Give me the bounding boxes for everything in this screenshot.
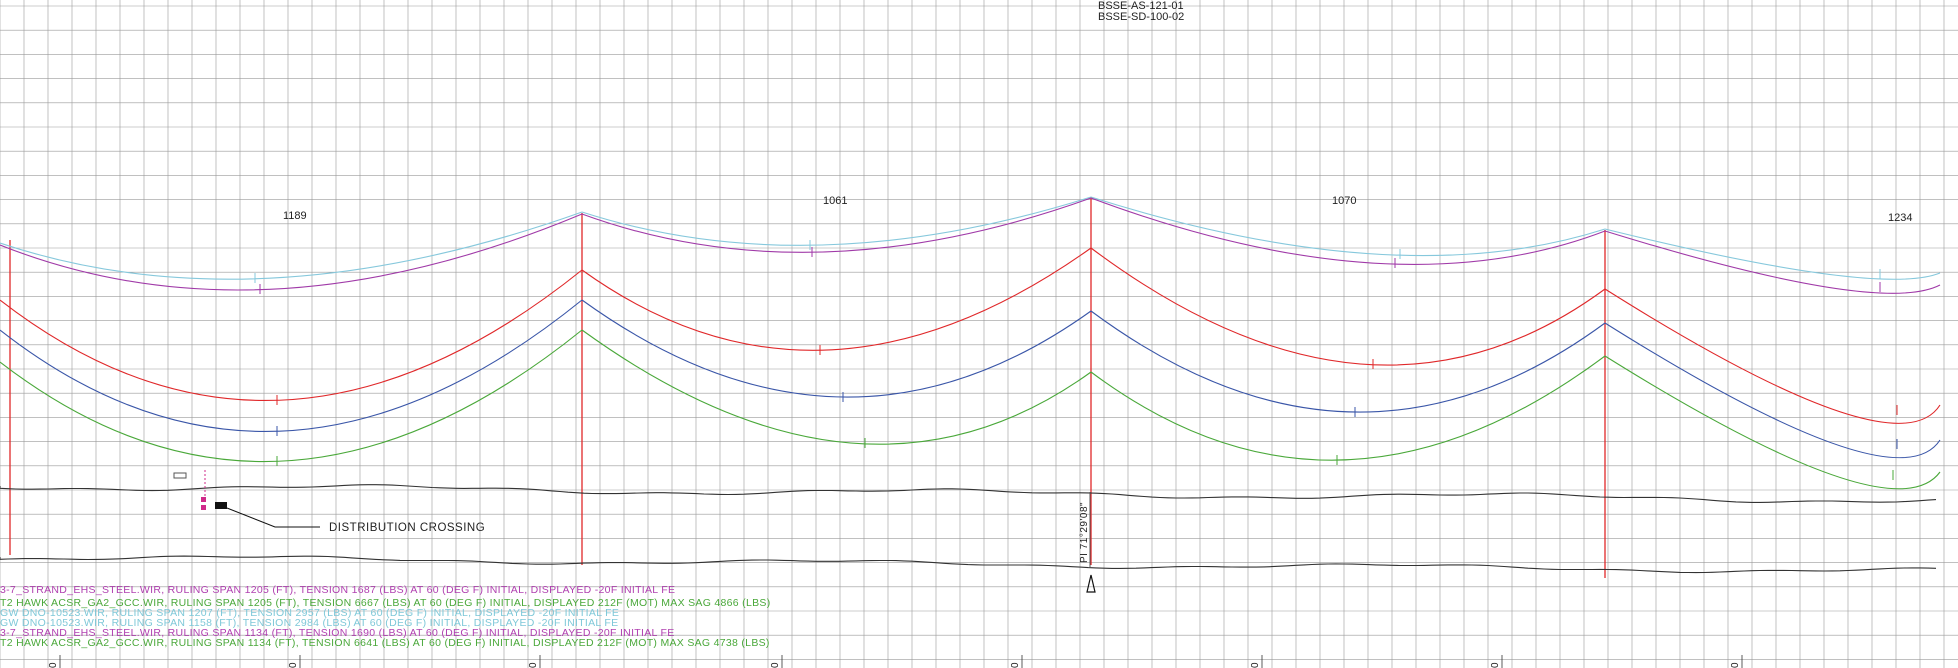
green-wire-span-1 [0, 329, 583, 462]
magenta-wire-span-2 [581, 197, 1092, 253]
station-tick-label: 0 [1010, 662, 1021, 668]
blue-wire-span-1 [0, 299, 583, 432]
span-label-1: 1189 [283, 210, 307, 222]
station-tick-label: 0 [1250, 662, 1261, 668]
ground-profiles [0, 484, 1937, 574]
station-tick-label: 0 [288, 662, 299, 668]
legend-line-6: T2 HAWK ACSR_GA2_GCC.WIR, RULING SPAN 11… [0, 637, 770, 649]
red-wire-span-3 [1090, 247, 1606, 366]
legend-line-5: 3-7_STRAND_EHS_STEEL.WIR, RULING SPAN 11… [0, 627, 675, 639]
magenta-wire-span-1 [0, 213, 583, 291]
structure-poles [9, 197, 1606, 578]
distribution-crossing-label: DISTRIBUTION CROSSING [329, 522, 485, 534]
cyan-wire-span-2 [581, 196, 1092, 246]
legend-line-1: 3-7_STRAND_EHS_STEEL.WIR, RULING SPAN 12… [0, 584, 675, 596]
red-wire-span-1 [0, 269, 583, 401]
station-tick-label: 0 [1730, 662, 1741, 668]
green-wire-span-3 [1090, 355, 1606, 461]
span-label-2: 1061 [823, 195, 847, 207]
station-tick-label: 0 [1490, 662, 1501, 668]
station-ticks: 0 0 0 0 0 0 0 0 [48, 655, 1743, 668]
ground-profile-upper [0, 484, 1937, 503]
legend-line-3: GW DNO-10523.WIR, RULING SPAN 1207 (FT),… [0, 607, 619, 619]
station-tick-label: 0 [48, 662, 59, 668]
ground-profile-lower [0, 555, 1937, 574]
station-tick-label: 0 [528, 662, 539, 668]
pi-angle-label: PI 71°29'08" [1079, 502, 1090, 563]
pi-marker [1086, 492, 1096, 593]
green-wire-span-4 [1604, 355, 1941, 490]
red-wire-span-2 [581, 247, 1092, 351]
station-tick-label: 0 [770, 662, 781, 668]
distribution-crossing-marker [173, 470, 320, 528]
reference-sheet-1: BSSE-AS-121-01 [1098, 0, 1184, 12]
span-label-4: 1234 [1888, 212, 1912, 224]
red-wire-span-4 [1604, 288, 1941, 424]
blue-wire-span-3 [1090, 310, 1606, 413]
reference-sheet-2: BSSE-SD-100-02 [1098, 11, 1184, 23]
cyan-wire-span-3 [1090, 196, 1606, 257]
magenta-wire-span-4 [1604, 230, 1941, 294]
cyan-wire-span-4 [1604, 228, 1941, 280]
blue-wire-span-2 [581, 299, 1092, 398]
legend-line-4: GW DNO-10523.WIR, RULING SPAN 1158 (FT),… [0, 617, 618, 629]
magenta-wire-span-3 [1090, 197, 1606, 265]
cyan-wire-span-1 [0, 211, 583, 280]
wire-sag-curves [0, 196, 1941, 490]
blue-wire-span-4 [1604, 322, 1941, 459]
span-label-3: 1070 [1332, 195, 1356, 207]
green-wire-span-2 [581, 329, 1092, 445]
legend-line-2: T2 HAWK ACSR_GA2_GCC.WIR, RULING SPAN 12… [0, 597, 771, 609]
